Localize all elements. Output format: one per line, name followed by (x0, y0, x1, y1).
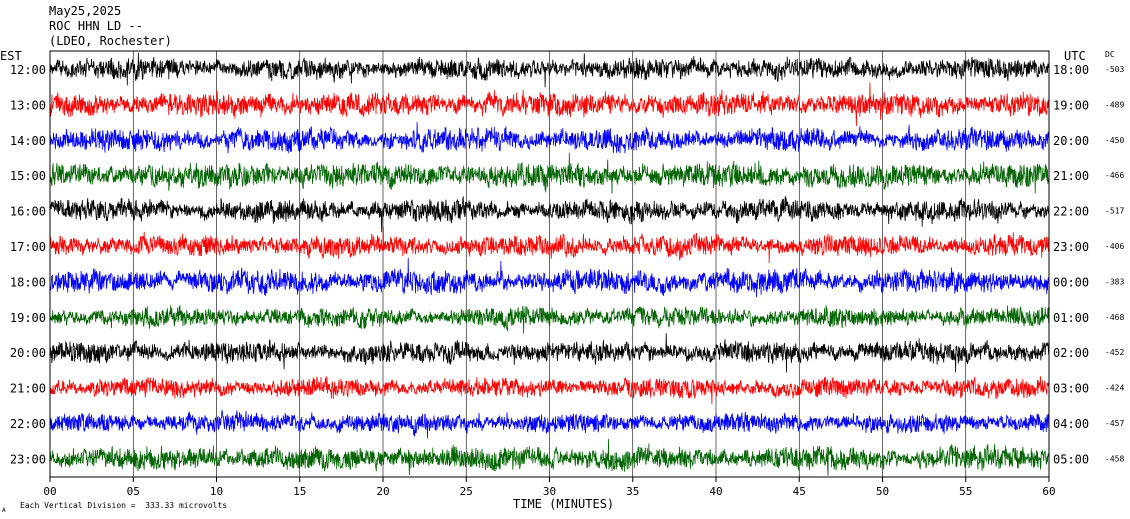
utc-hour-label: 04:00 (1053, 417, 1089, 431)
utc-hour-label: 02:00 (1053, 346, 1089, 360)
trace-row-1600 (49, 196, 1050, 233)
trace-row-1300 (49, 82, 1050, 127)
x-tick-label: 10 (210, 485, 223, 498)
est-hour-label: 12:00 (10, 63, 46, 77)
est-hour-label: 20:00 (10, 346, 46, 360)
trace-row-1200 (49, 52, 1050, 88)
est-hour-label: 19:00 (10, 311, 46, 325)
x-tick-label: 50 (876, 485, 889, 498)
x-tick-label: 25 (460, 485, 473, 498)
dc-offset-label: -457 (1105, 419, 1124, 428)
utc-hour-label: 00:00 (1053, 275, 1089, 289)
x-tick-label: 40 (709, 485, 722, 498)
x-axis-ticks: 00 05 10 15 20 25 30 35 40 45 50 55 60 (43, 477, 1056, 498)
utc-hour-label: 23:00 (1053, 240, 1089, 254)
utc-hour-label: 20:00 (1053, 134, 1089, 148)
trace-row-1900 (49, 305, 1050, 334)
est-axis-label: EST (0, 49, 22, 63)
est-hour-label: 21:00 (10, 382, 46, 396)
est-hour-label: 18:00 (10, 275, 46, 289)
dc-offset-label: -452 (1105, 348, 1124, 357)
trace-row-2100 (49, 376, 1050, 405)
dc-offset-label: -468 (1105, 313, 1124, 322)
trace-row-1400 (49, 122, 1050, 154)
x-tick-label: 20 (376, 485, 389, 498)
est-hour-label: 15:00 (10, 169, 46, 183)
dc-offset-label: -466 (1105, 171, 1124, 180)
trace-row-2300 (49, 438, 1050, 476)
vertical-division-note: Each Vertical Division = 333.33 microvol… (20, 501, 227, 510)
dc-offset-label: -424 (1105, 384, 1124, 393)
x-tick-label: 45 (793, 485, 806, 498)
x-tick-label: 55 (959, 485, 972, 498)
dc-offset-label: -489 (1105, 100, 1124, 109)
x-tick-label: 30 (543, 485, 556, 498)
utc-hour-label: 19:00 (1053, 98, 1089, 112)
utc-hour-label: 22:00 (1053, 205, 1089, 219)
trace-row-1700 (49, 226, 1050, 264)
dc-offset-label: -517 (1105, 207, 1124, 216)
x-tick-label: 35 (626, 485, 639, 498)
network-title: (LDEO, Rochester) (49, 34, 172, 48)
trace-row-2200 (49, 409, 1050, 439)
est-hour-label: 14:00 (10, 134, 46, 148)
dc-offset-label: -383 (1105, 277, 1124, 286)
dc-label: DC (1105, 50, 1115, 59)
row-labels: 12:00 18:00 -503 13:00 19:00 -489 14:00 20:00 -4… (10, 63, 1125, 466)
utc-hour-label: 03:00 (1053, 382, 1089, 396)
dc-offset-label: -406 (1105, 242, 1124, 251)
est-hour-label: 16:00 (10, 205, 46, 219)
traces (49, 52, 1050, 476)
est-hour-label: 22:00 (10, 417, 46, 431)
corner-mark: A (2, 507, 6, 514)
x-axis-label: TIME (MINUTES) (513, 497, 614, 511)
trace-row-1500 (49, 152, 1050, 194)
grid-lines (132, 51, 967, 477)
utc-hour-label: 05:00 (1053, 452, 1089, 466)
dc-offset-label: -458 (1105, 454, 1124, 463)
est-hour-label: 17:00 (10, 240, 46, 254)
x-tick-label: 00 (43, 485, 56, 498)
utc-hour-label: 21:00 (1053, 169, 1089, 183)
est-hour-label: 23:00 (10, 452, 46, 466)
trace-row-2000 (49, 333, 1050, 373)
trace-row-1800 (49, 257, 1050, 298)
est-hour-label: 13:00 (10, 98, 46, 112)
station-title: ROC HHN LD -- (49, 19, 143, 33)
utc-hour-label: 01:00 (1053, 311, 1089, 325)
dc-offset-label: -503 (1105, 65, 1124, 74)
utc-axis-label: UTC (1064, 49, 1086, 63)
x-tick-label: 05 (127, 485, 140, 498)
x-tick-label: 15 (293, 485, 306, 498)
x-tick-label: 60 (1042, 485, 1055, 498)
utc-hour-label: 18:00 (1053, 63, 1089, 77)
dc-offset-label: -450 (1105, 136, 1124, 145)
date-title: May25,2025 (49, 4, 122, 18)
